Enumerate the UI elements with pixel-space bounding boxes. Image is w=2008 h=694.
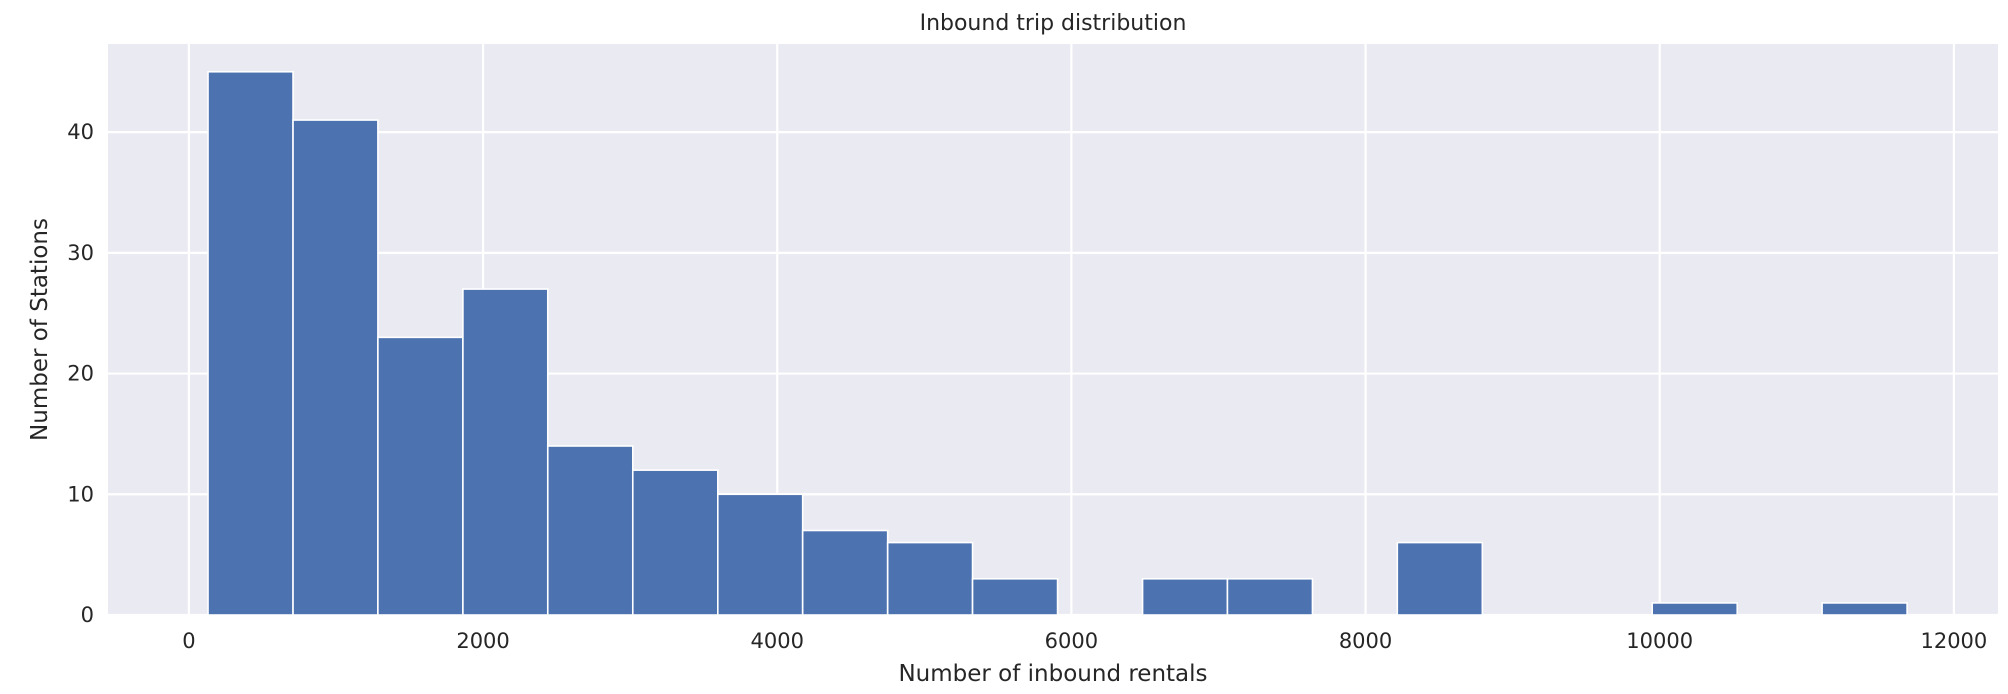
x-tick-label: 10000: [1626, 629, 1693, 653]
y-tick-label: 0: [81, 603, 94, 627]
histogram-bar: [377, 336, 464, 616]
histogram-bar: [971, 577, 1059, 616]
histogram-bar: [207, 70, 294, 616]
y-axis-label: Number of Stations: [27, 218, 53, 441]
y-tick-label: 10: [67, 482, 94, 506]
histogram-bar: [1821, 602, 1908, 616]
histogram-bar: [292, 119, 379, 616]
histogram-bar: [1226, 577, 1314, 616]
x-tick-label: 12000: [1920, 629, 1987, 653]
x-axis-label: Number of inbound rentals: [898, 661, 1207, 687]
histogram-bar: [1141, 577, 1229, 616]
x-axis-ticks: 0 2000 4000 6000 8000 10000 12000: [182, 629, 1987, 653]
histogram-bar: [717, 493, 804, 616]
chart-title: Inbound trip distribution: [920, 11, 1187, 36]
histogram-bar: [631, 469, 719, 616]
histogram-bar: [546, 445, 634, 616]
histogram-bar: [1651, 602, 1739, 616]
x-tick-label: 4000: [750, 629, 803, 653]
y-axis-ticks: 0 10 20 30 40: [67, 120, 94, 627]
x-tick-label: 6000: [1045, 629, 1098, 653]
histogram-bars: [207, 70, 1908, 616]
histogram-bar: [1396, 541, 1484, 616]
histogram-bar: [886, 541, 974, 616]
x-tick-label: 2000: [456, 629, 509, 653]
y-tick-label: 40: [67, 120, 94, 144]
x-tick-label: 0: [182, 629, 195, 653]
histogram-bar: [801, 529, 889, 616]
histogram-bar: [462, 288, 549, 616]
y-tick-label: 20: [67, 362, 94, 386]
x-tick-label: 8000: [1339, 629, 1392, 653]
y-tick-label: 30: [67, 241, 94, 265]
